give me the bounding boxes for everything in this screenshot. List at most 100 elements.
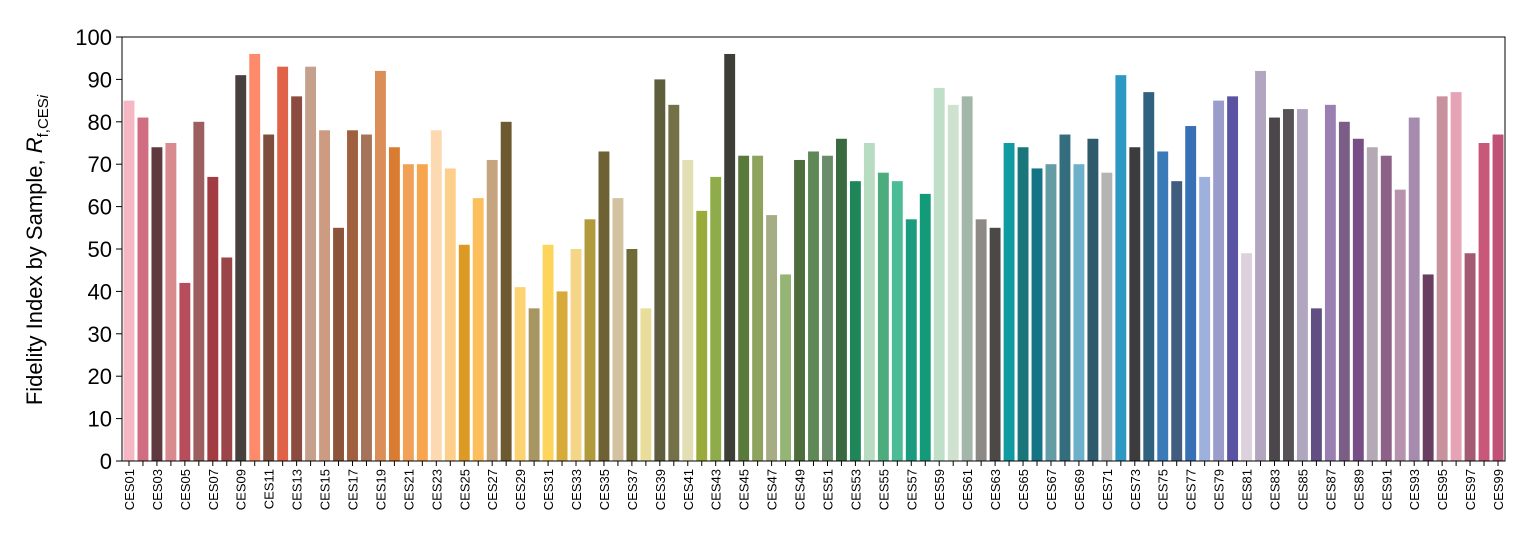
bar-ces10 [249, 53, 261, 462]
bar-ces93 [1408, 117, 1420, 461]
bar-ces83 [1269, 117, 1280, 461]
bar-ces78 [1199, 176, 1211, 462]
bar-ces46 [752, 155, 764, 461]
bar-ces75 [1157, 151, 1169, 462]
bar-ces28 [500, 121, 512, 462]
bar-ces73 [1129, 147, 1141, 462]
bar-ces55 [877, 172, 889, 461]
x-tick-label: CES91 [1379, 469, 1394, 510]
bar-ces50 [808, 151, 819, 462]
bar-ces54 [863, 143, 875, 461]
x-tick-label: CES53 [848, 469, 863, 510]
bar-ces40 [668, 104, 680, 461]
bar-ces62 [975, 219, 987, 461]
x-tick-label: CES69 [1072, 469, 1087, 510]
bar-ces92 [1394, 189, 1406, 461]
bar-ces53 [849, 181, 861, 461]
y-tick-label: 80 [88, 110, 112, 135]
bar-ces87 [1324, 104, 1336, 461]
bar-ces33 [570, 249, 582, 461]
bar-ces84 [1283, 109, 1294, 461]
bar-ces98 [1478, 143, 1490, 461]
x-tick-label: CES75 [1156, 469, 1171, 510]
bar-ces13 [291, 96, 303, 462]
x-tick-label: CES39 [653, 469, 668, 510]
x-tick-label: CES41 [681, 469, 696, 510]
x-tick-label: CES99 [1491, 469, 1506, 510]
bar-ces82 [1255, 70, 1266, 462]
bar-ces04 [165, 143, 177, 461]
bar-ces95 [1436, 96, 1448, 462]
y-tick-label: 60 [88, 195, 112, 220]
bar-ces42 [696, 210, 708, 461]
x-tick-label: CES05 [178, 469, 193, 510]
bar-ces72 [1115, 75, 1127, 461]
bar-ces02 [137, 117, 149, 461]
y-tick-label: 30 [88, 322, 112, 347]
bar-ces18 [361, 134, 372, 461]
bar-ces59 [933, 87, 945, 461]
x-tick-label: CES23 [429, 469, 444, 510]
y-tick-label: 40 [88, 279, 112, 304]
bar-ces21 [402, 164, 414, 461]
x-tick-label: CES89 [1351, 469, 1366, 510]
bar-ces48 [780, 274, 792, 461]
x-tick-label: CES85 [1295, 469, 1310, 510]
x-tick-label: CES59 [932, 469, 947, 510]
y-tick-label: 70 [88, 152, 112, 177]
x-tick-label: CES87 [1323, 469, 1338, 510]
x-tick-label: CES63 [988, 469, 1003, 510]
bar-ces36 [612, 198, 624, 461]
x-tick-label: CES13 [290, 469, 305, 510]
bar-ces41 [682, 159, 694, 461]
x-tick-label: CES17 [346, 469, 361, 510]
bar-ces35 [598, 151, 610, 462]
bar-ces17 [347, 130, 358, 461]
bar-ces34 [584, 219, 596, 461]
bar-ces08 [221, 257, 233, 461]
bar-ces37 [626, 249, 638, 461]
bar-ces06 [193, 121, 205, 462]
bar-ces24 [444, 168, 456, 461]
bar-ces03 [151, 147, 163, 462]
x-tick-label: CES97 [1463, 469, 1478, 510]
bar-ces90 [1366, 147, 1378, 462]
bar-ces19 [374, 70, 386, 462]
x-tick-label: CES83 [1268, 469, 1283, 510]
y-axis-title-symbol: R [22, 137, 47, 153]
bar-ces07 [207, 176, 219, 462]
bar-ces12 [277, 66, 289, 462]
bar-ces44 [724, 53, 736, 462]
bar-ces31 [542, 244, 554, 461]
x-tick-label: CES79 [1212, 469, 1227, 510]
x-tick-label: CES15 [318, 469, 333, 510]
bar-ces97 [1464, 253, 1476, 461]
bar-ces99 [1492, 134, 1504, 461]
plot-area: 0 10 20 30 40 50 60 70 80 90 100 CES01 CES03 CES05 CES… [75, 25, 1506, 510]
bar-ces51 [822, 155, 833, 461]
svg-text:Fidelity Index by Sample, Rf,C: Fidelity Index by Sample, Rf,CESi [22, 94, 52, 405]
x-tick-label: CES49 [793, 469, 808, 510]
x-tick-label: CES67 [1044, 469, 1059, 510]
x-tick-label: CES95 [1435, 469, 1450, 510]
bar-ces27 [486, 159, 498, 461]
bar-ces67 [1045, 164, 1057, 461]
x-tick-label: CES71 [1100, 469, 1115, 510]
bar-ces86 [1310, 308, 1322, 461]
bar-ces70 [1087, 138, 1099, 461]
bar-ces47 [766, 215, 778, 461]
x-tick-label: CES21 [401, 469, 416, 510]
bar-ces11 [263, 134, 275, 461]
y-axis-title-subscript-index: i [35, 94, 52, 98]
bar-ces76 [1171, 181, 1183, 461]
bar-ces94 [1422, 274, 1434, 461]
x-tick-label: CES47 [765, 469, 780, 510]
bar-ces45 [738, 155, 750, 461]
bar-ces85 [1296, 109, 1308, 461]
bar-ces52 [835, 138, 847, 461]
x-tick-label: CES31 [541, 469, 556, 510]
y-axis-title-subscript: f,CES [35, 98, 52, 137]
bar-ces23 [430, 130, 442, 461]
